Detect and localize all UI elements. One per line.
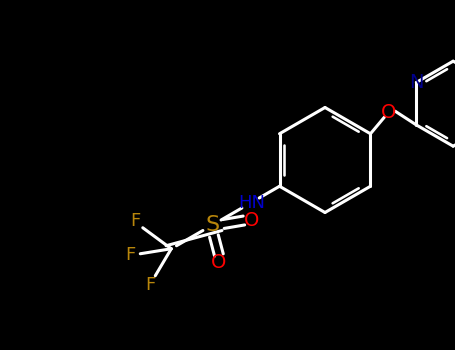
Text: S: S xyxy=(205,215,219,235)
Text: F: F xyxy=(130,212,141,230)
Text: F: F xyxy=(125,246,136,264)
Text: N: N xyxy=(409,73,424,92)
Text: O: O xyxy=(380,103,396,122)
Text: HN: HN xyxy=(238,194,265,211)
Text: O: O xyxy=(244,210,259,230)
Text: O: O xyxy=(211,253,226,272)
Text: F: F xyxy=(145,276,156,294)
